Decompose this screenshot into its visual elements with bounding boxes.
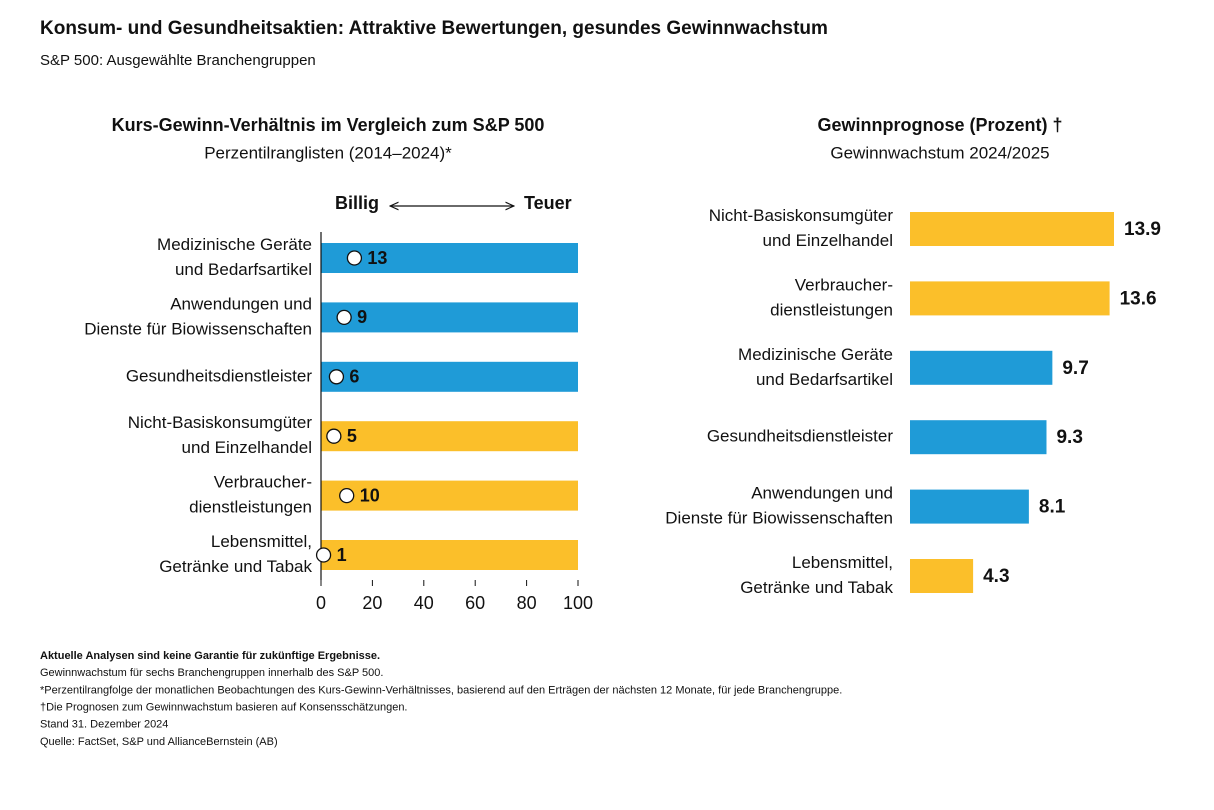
value-label: 4.3	[983, 566, 1009, 587]
footnote: Gewinnwachstum für sechs Branchengruppen…	[40, 667, 383, 679]
page-subtitle: S&P 500: Ausgewählte Branchengruppen	[40, 52, 316, 69]
range-bar	[321, 243, 578, 273]
range-bar	[321, 480, 578, 511]
x-tick-label: 100	[563, 593, 593, 613]
range-bar	[321, 540, 578, 570]
value-label: 13	[367, 248, 387, 268]
x-tick-label: 40	[414, 593, 434, 613]
page-title: Konsum- und Gesundheitsaktien: Attraktiv…	[40, 18, 828, 39]
value-label: 1	[337, 545, 347, 565]
category-label: Lebensmittel,	[792, 553, 893, 572]
dot	[315, 547, 332, 563]
value-label: 13.9	[1124, 219, 1161, 240]
category-label: und Einzelhandel	[182, 438, 312, 457]
category-label: dienstleistungen	[770, 300, 893, 319]
value-label: 9	[357, 307, 367, 327]
low-label: Billig	[335, 193, 379, 213]
category-label: und Bedarfsartikel	[175, 260, 312, 279]
category-label: und Einzelhandel	[763, 231, 893, 250]
category-label: Getränke und Tabak	[740, 578, 893, 597]
category-label: dienstleistungen	[189, 498, 312, 517]
value-label: 13.6	[1120, 288, 1157, 309]
range-bar	[321, 302, 578, 333]
footnote: *Perzentilrangfolge der monatlichen Beob…	[40, 684, 842, 696]
dot	[326, 428, 342, 444]
x-tick-label: 80	[517, 593, 537, 613]
footnote: Aktuelle Analysen sind keine Garantie fü…	[40, 650, 380, 662]
category-label: Nicht-Basiskonsumgüter	[128, 413, 313, 432]
bar	[910, 559, 974, 593]
category-label: Medizinische Geräte	[738, 345, 893, 364]
value-label: 6	[349, 367, 359, 387]
bar	[910, 350, 1053, 385]
footnote: †Die Prognosen zum Gewinnwachstum basier…	[40, 702, 408, 714]
category-label: Medizinische Geräte	[157, 235, 312, 254]
high-label: Teuer	[524, 193, 572, 213]
value-label: 9.3	[1056, 427, 1082, 448]
footnote: Stand 31. Dezember 2024	[40, 719, 168, 731]
x-tick-label: 0	[316, 593, 326, 613]
dot	[346, 250, 363, 266]
bar	[910, 420, 1047, 455]
category-label: Anwendungen und	[170, 294, 312, 313]
dot	[339, 487, 355, 504]
chart-subtitle: Gewinnwachstum 2024/2025	[830, 143, 1049, 162]
category-label: Lebensmittel,	[211, 532, 312, 551]
chart-subtitle: Perzentilranglisten (2014–2024)*	[204, 143, 452, 162]
category-label: Nicht-Basiskonsumgüter	[709, 206, 894, 225]
category-label: Verbraucher-	[214, 473, 312, 492]
value-label: 9.7	[1062, 358, 1088, 379]
bar	[910, 212, 1114, 246]
value-label: 8.1	[1039, 497, 1066, 518]
bar	[910, 281, 1110, 316]
dot	[336, 309, 352, 326]
category-label: Verbraucher-	[795, 275, 893, 294]
x-tick-label: 20	[362, 593, 382, 613]
chart-title: Kurs-Gewinn-Verhältnis im Vergleich zum …	[112, 115, 545, 135]
range-bar	[321, 361, 578, 392]
category-label: Anwendungen und	[751, 484, 893, 503]
range-bar	[321, 421, 578, 452]
chart-title: Gewinnprognose (Prozent) †	[817, 115, 1062, 135]
category-label: und Bedarfsartikel	[756, 370, 893, 389]
category-label: Dienste für Biowissenschaften	[84, 319, 312, 338]
bar	[910, 489, 1029, 524]
value-label: 10	[360, 485, 380, 505]
category-label: Gesundheitsdienstleister	[707, 427, 894, 446]
value-label: 5	[347, 426, 357, 446]
footnote: Quelle: FactSet, S&P und AllianceBernste…	[40, 736, 278, 748]
category-label: Gesundheitsdienstleister	[126, 366, 313, 385]
category-label: Getränke und Tabak	[159, 557, 312, 576]
dot	[328, 369, 345, 385]
category-label: Dienste für Biowissenschaften	[665, 509, 893, 528]
x-tick-label: 60	[465, 593, 485, 613]
